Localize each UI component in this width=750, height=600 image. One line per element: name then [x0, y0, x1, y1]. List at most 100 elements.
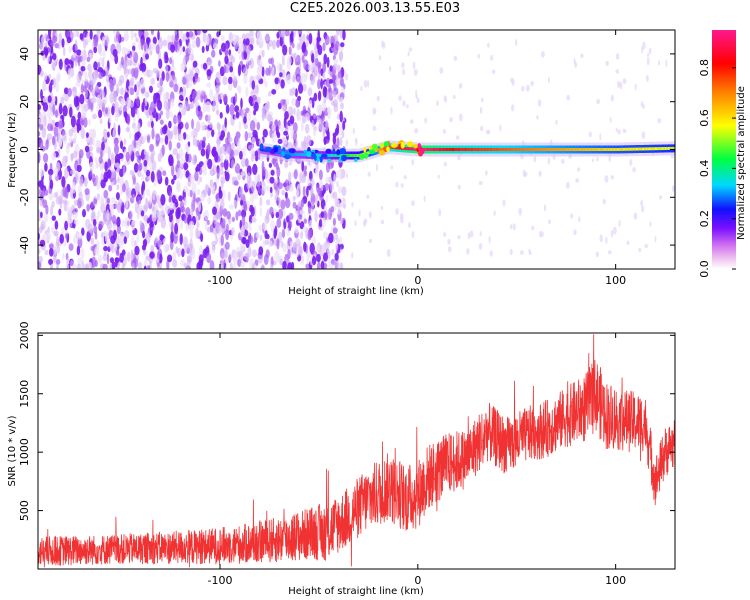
noise-speckle: [246, 63, 249, 70]
noise-speckle: [265, 186, 270, 192]
noise-speckle: [301, 199, 305, 207]
noise-speckle: [338, 71, 342, 78]
noise-speckle: [158, 153, 162, 162]
sparse-speckle: [510, 224, 512, 229]
noise-speckle: [115, 163, 120, 168]
noise-speckle: [116, 192, 120, 200]
noise-speckle: [199, 145, 202, 151]
sparse-speckle: [499, 125, 501, 132]
noise-speckle: [70, 169, 75, 174]
noise-speckle: [184, 197, 187, 206]
noise-speckle: [165, 204, 168, 213]
sparse-speckle: [453, 95, 456, 99]
sparse-speckle: [439, 67, 443, 74]
noise-speckle: [221, 162, 225, 168]
noise-speckle: [39, 139, 43, 149]
noise-speckle: [44, 163, 48, 172]
noise-speckle: [339, 51, 343, 60]
noise-speckle: [146, 189, 150, 197]
sparse-speckle: [493, 210, 496, 215]
noise-speckle: [66, 262, 69, 273]
sparse-speckle: [641, 46, 643, 54]
noise-speckle: [159, 234, 164, 240]
sparse-speckle: [577, 167, 580, 171]
noise-speckle: [187, 255, 192, 264]
noise-speckle: [245, 38, 249, 46]
noise-speckle: [169, 191, 172, 203]
noise-speckle: [117, 184, 120, 190]
noise-speckle: [125, 189, 128, 195]
noise-speckle: [190, 131, 194, 137]
noise-speckle: [137, 144, 141, 152]
sparse-speckle: [355, 138, 358, 146]
noise-speckle: [98, 221, 103, 229]
noise-speckle: [245, 131, 248, 141]
noise-speckle: [172, 251, 176, 260]
noise-speckle: [216, 31, 220, 37]
noise-speckle: [302, 42, 305, 53]
noise-speckle: [318, 91, 321, 102]
noise-speckle: [126, 197, 129, 209]
noise-speckle: [303, 242, 306, 252]
noise-speckle: [315, 168, 319, 175]
noise-speckle: [103, 246, 108, 251]
noise-speckle: [216, 110, 219, 116]
noise-speckle: [266, 101, 269, 112]
ridge-blob: [281, 151, 285, 157]
noise-speckle: [235, 93, 238, 103]
noise-speckle: [192, 248, 195, 260]
noise-speckle: [142, 231, 145, 239]
noise-speckle: [62, 253, 65, 260]
noise-speckle: [86, 263, 89, 274]
noise-speckle: [333, 218, 336, 226]
noise-speckle: [124, 111, 128, 118]
sparse-speckle: [520, 250, 524, 255]
noise-speckle: [234, 200, 238, 210]
noise-speckle: [49, 248, 54, 257]
noise-speckle: [110, 263, 113, 274]
sparse-speckle: [360, 86, 362, 91]
noise-speckle: [92, 257, 96, 269]
noise-speckle: [312, 256, 316, 265]
noise-speckle: [56, 236, 59, 246]
sparse-speckle: [617, 129, 621, 134]
noise-speckle: [225, 242, 230, 250]
noise-speckle: [249, 235, 253, 244]
noise-speckle: [72, 87, 76, 92]
noise-speckle: [324, 183, 329, 191]
noise-speckle: [333, 227, 338, 233]
x-tick-label: -100: [208, 274, 233, 287]
noise-speckle: [320, 78, 323, 89]
noise-speckle: [244, 124, 248, 130]
noise-speckle: [287, 249, 290, 259]
noise-speckle: [216, 72, 221, 84]
noise-speckle: [225, 154, 228, 161]
noise-speckle: [80, 33, 84, 40]
sparse-speckle: [408, 52, 410, 57]
noise-speckle: [175, 208, 180, 219]
noise-speckle: [43, 153, 48, 163]
noise-speckle: [309, 33, 313, 45]
noise-speckle: [263, 221, 267, 231]
noise-speckle: [53, 104, 56, 116]
noise-speckle: [120, 140, 123, 149]
noise-speckle: [325, 35, 330, 46]
sparse-speckle: [413, 62, 416, 70]
noise-speckle: [178, 134, 183, 140]
sparse-speckle: [481, 98, 484, 103]
noise-speckle: [313, 128, 317, 136]
noise-speckle: [272, 40, 276, 50]
noise-speckle: [293, 196, 296, 201]
noise-speckle: [331, 101, 335, 106]
snr-frame: [38, 333, 675, 569]
sparse-speckle: [351, 202, 354, 207]
noise-speckle: [116, 217, 120, 228]
noise-speckle: [136, 96, 139, 106]
noise-speckle: [256, 231, 260, 239]
noise-speckle: [165, 135, 169, 145]
noise-speckle: [276, 212, 279, 218]
sparse-speckle: [610, 117, 612, 123]
noise-speckle: [165, 177, 169, 186]
noise-speckle: [240, 98, 243, 109]
noise-speckle: [276, 238, 279, 249]
